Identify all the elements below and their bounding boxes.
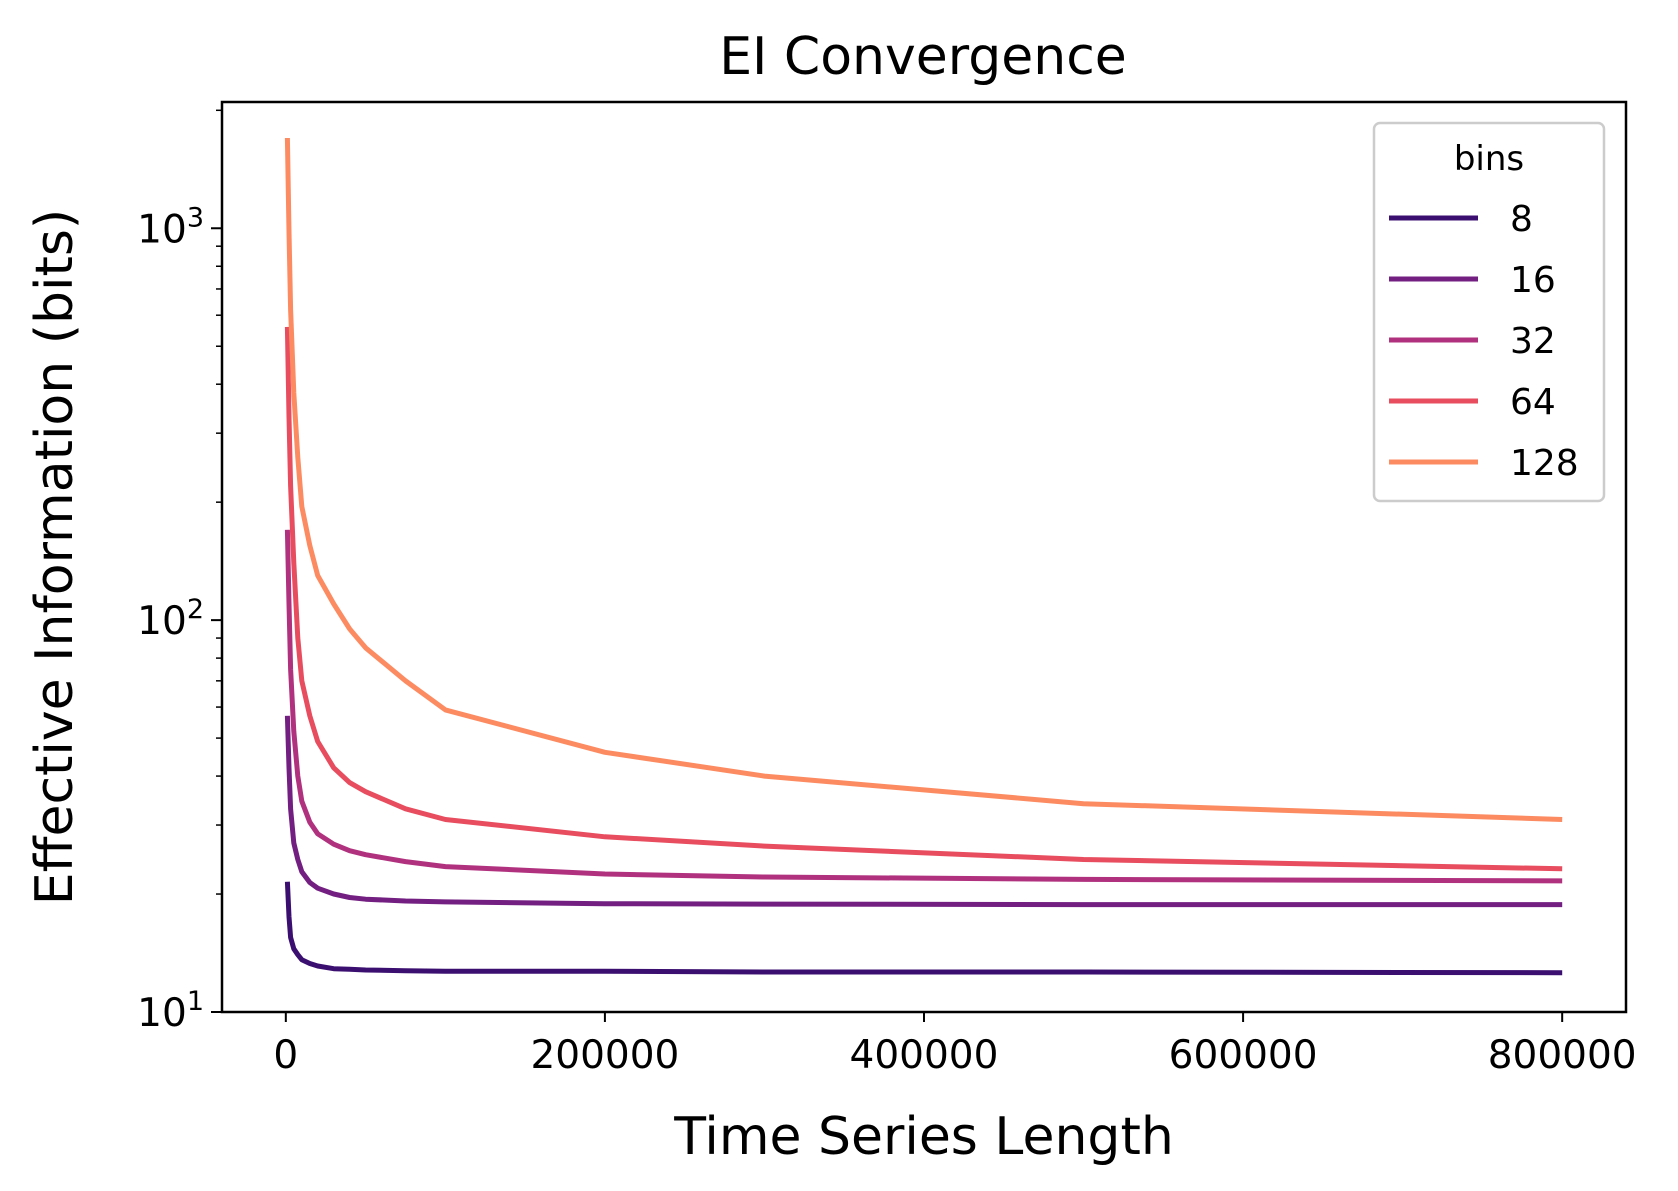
legend-label-128: 128 (1510, 443, 1579, 484)
legend-label-16: 16 (1510, 260, 1556, 301)
x-tick-label: 800000 (1488, 1033, 1637, 1078)
y-axis-label: Effective Information (bits) (25, 209, 85, 905)
y-tick-label: 103 (137, 202, 204, 252)
series-line-16 (284, 715, 1563, 908)
legend-title: bins (1454, 139, 1524, 179)
x-tick-label: 400000 (850, 1033, 999, 1078)
series-line-32 (284, 529, 1563, 884)
plot-lines (284, 137, 1563, 976)
legend-label-8: 8 (1510, 199, 1533, 240)
x-axis: 0 200000 400000 600000 800000 (273, 1012, 1637, 1078)
x-tick-label: 200000 (530, 1033, 679, 1078)
x-tick-label: 0 (273, 1033, 298, 1078)
y-tick-label: 102 (137, 594, 204, 644)
x-tick-label: 600000 (1169, 1033, 1318, 1078)
x-axis-label: Time Series Length (673, 1107, 1174, 1167)
y-tick-label: 101 (137, 986, 204, 1036)
y-axis: 103 102 101 (137, 109, 222, 1036)
series-line-64 (284, 326, 1563, 872)
legend: bins 8 16 32 64 128 (1372, 121, 1606, 503)
legend-label-32: 32 (1510, 321, 1556, 362)
chart-title: EI Convergence (719, 27, 1127, 87)
series-line-128 (284, 137, 1563, 822)
series-line-8 (284, 881, 1563, 976)
legend-label-64: 64 (1510, 382, 1556, 423)
